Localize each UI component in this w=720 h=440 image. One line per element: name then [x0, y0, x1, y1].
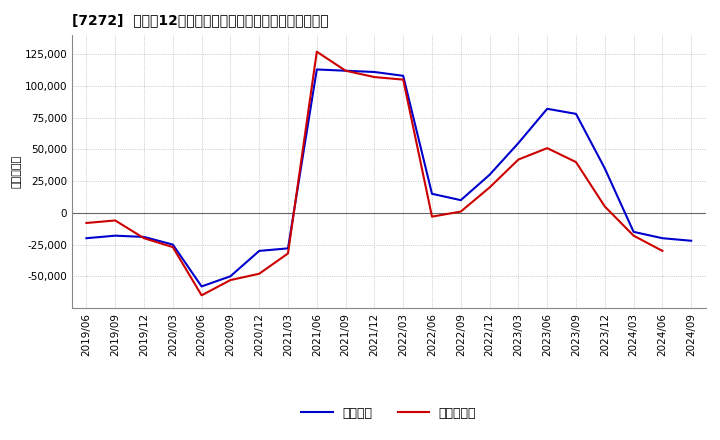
当期純利益	[197, 293, 206, 298]
当期純利益	[370, 74, 379, 80]
Text: [7272]  利益だ12か月移動合計の対前年同期増減額の推移: [7272] 利益だ12か月移動合計の対前年同期増減額の推移	[72, 13, 328, 27]
当期純利益	[629, 233, 638, 238]
経常利益	[600, 166, 609, 171]
経常利益	[399, 73, 408, 78]
当期純利益	[168, 245, 177, 250]
当期純利益	[111, 218, 120, 223]
経常利益	[543, 106, 552, 111]
当期純利益	[399, 77, 408, 82]
経常利益	[284, 246, 292, 251]
経常利益	[485, 172, 494, 177]
経常利益	[197, 284, 206, 289]
当期純利益	[658, 248, 667, 253]
当期純利益	[600, 204, 609, 209]
経常利益	[658, 235, 667, 241]
当期純利益	[255, 271, 264, 276]
当期純利益	[543, 146, 552, 151]
Line: 経常利益: 経常利益	[86, 70, 691, 286]
当期純利益	[485, 185, 494, 190]
経常利益	[341, 68, 350, 73]
当期純利益	[341, 68, 350, 73]
経常利益	[82, 235, 91, 241]
経常利益	[456, 198, 465, 203]
当期純利益	[140, 235, 148, 241]
経常利益	[226, 274, 235, 279]
当期純利益	[82, 220, 91, 226]
経常利益	[629, 229, 638, 235]
経常利益	[140, 235, 148, 240]
当期純利益	[572, 159, 580, 165]
Legend: 経常利益, 当期純利益: 経常利益, 当期純利益	[297, 402, 481, 425]
Line: 当期純利益: 当期純利益	[86, 51, 662, 295]
経常利益	[687, 238, 696, 243]
経常利益	[428, 191, 436, 196]
当期純利益	[514, 157, 523, 162]
経常利益	[168, 242, 177, 247]
当期純利益	[312, 49, 321, 54]
当期純利益	[456, 209, 465, 214]
当期純利益	[428, 214, 436, 219]
Y-axis label: （百万円）: （百万円）	[12, 155, 22, 188]
当期純利益	[226, 278, 235, 283]
経常利益	[572, 111, 580, 117]
経常利益	[255, 248, 264, 253]
経常利益	[111, 233, 120, 238]
経常利益	[370, 70, 379, 75]
経常利益	[514, 140, 523, 146]
経常利益	[312, 67, 321, 72]
当期純利益	[284, 251, 292, 256]
